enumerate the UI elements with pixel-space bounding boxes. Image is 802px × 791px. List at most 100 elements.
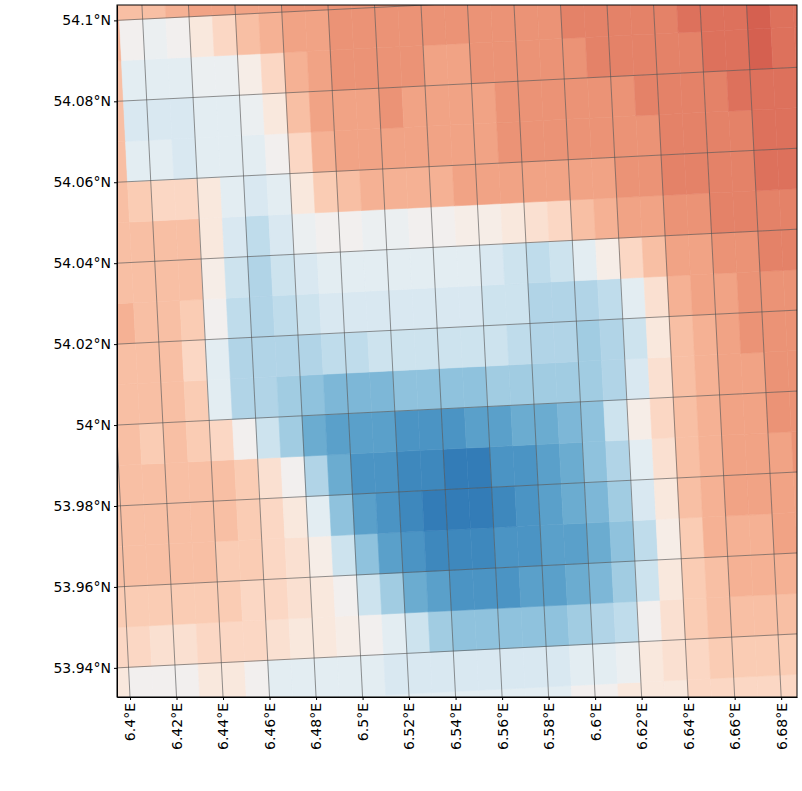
cell [752,109,777,151]
cell [517,525,542,567]
cell [627,398,652,440]
cell [541,79,566,121]
x-tick-label: 6.52°E [401,703,417,750]
cell [706,597,731,639]
cell [344,332,369,374]
cell [205,339,230,381]
plot-area [117,5,797,697]
x-tick-mark [130,697,131,700]
cell [664,680,689,697]
x-tick: 6.62°E [634,697,650,750]
cell [777,148,797,190]
cell [592,643,617,685]
cell [187,5,212,17]
cell [484,325,509,367]
cell [494,526,519,568]
cell [739,312,764,354]
cell [493,41,518,83]
cell [328,9,353,51]
cell [125,585,150,627]
y-axis: 53.94°N53.96°N53.98°N54°N54.02°N54.04°N5… [53,6,117,698]
cell [705,111,730,153]
cell [785,310,797,352]
cell [195,137,220,179]
cell [564,78,589,120]
cell [173,623,198,665]
cell [711,232,736,274]
x-tick-label: 6.62°E [634,703,650,750]
x-tick-label: 6.58°E [541,703,557,750]
cell [128,181,153,223]
cell [633,520,658,562]
cell [118,464,143,506]
cell [389,289,414,331]
cell [522,161,547,203]
cell [325,413,350,455]
cell [665,235,690,277]
cell [149,139,174,181]
cell [678,32,703,74]
cell [240,580,265,622]
y-tick-label: 53.96°N [53,579,111,595]
parallel [117,611,797,691]
cell [167,502,192,544]
y-tick-label: 54.08°N [53,93,111,109]
cell [338,210,363,252]
cell [480,244,505,286]
cell [547,200,572,242]
cell [505,283,530,325]
cell [189,16,214,58]
cell [723,5,748,30]
cell [561,483,586,525]
cell [289,618,314,660]
parallel [117,530,797,610]
cell [243,620,268,662]
meridian [148,5,263,697]
meridian [117,5,217,697]
cell [555,362,580,404]
cell [683,598,708,640]
cell [387,249,412,291]
cell [407,652,432,694]
cell [420,449,445,491]
cell [132,261,157,303]
y-tick-label: 53.94°N [53,660,111,676]
cell [178,259,203,301]
cell [716,313,741,355]
cell [732,636,757,678]
cell [233,5,258,14]
cell [530,322,555,364]
cell [703,71,728,113]
cell [203,298,228,340]
cell [210,5,235,16]
cell [292,213,317,255]
cell [679,517,704,559]
meridian [117,5,170,697]
cell [625,358,650,400]
x-tick-label: 6.64°E [681,703,697,750]
cell [639,641,664,683]
cell [486,365,511,407]
cell [117,343,138,385]
cell [469,42,494,84]
cell [690,274,715,316]
cell [630,5,655,35]
cell [629,439,654,481]
cell [623,318,648,360]
cell [395,410,420,452]
cell [687,679,712,697]
cell [751,554,776,596]
cell [352,493,377,535]
cell [661,154,686,196]
x-tick-mark [549,697,550,700]
cell [749,514,774,556]
cell [762,311,787,353]
meridian [426,5,541,697]
x-tick-label: 6.5°E [355,703,371,741]
cell [580,401,605,443]
cell [516,40,541,82]
cell [688,233,713,275]
cell [676,5,701,33]
cell [342,291,367,333]
cell [310,576,335,618]
